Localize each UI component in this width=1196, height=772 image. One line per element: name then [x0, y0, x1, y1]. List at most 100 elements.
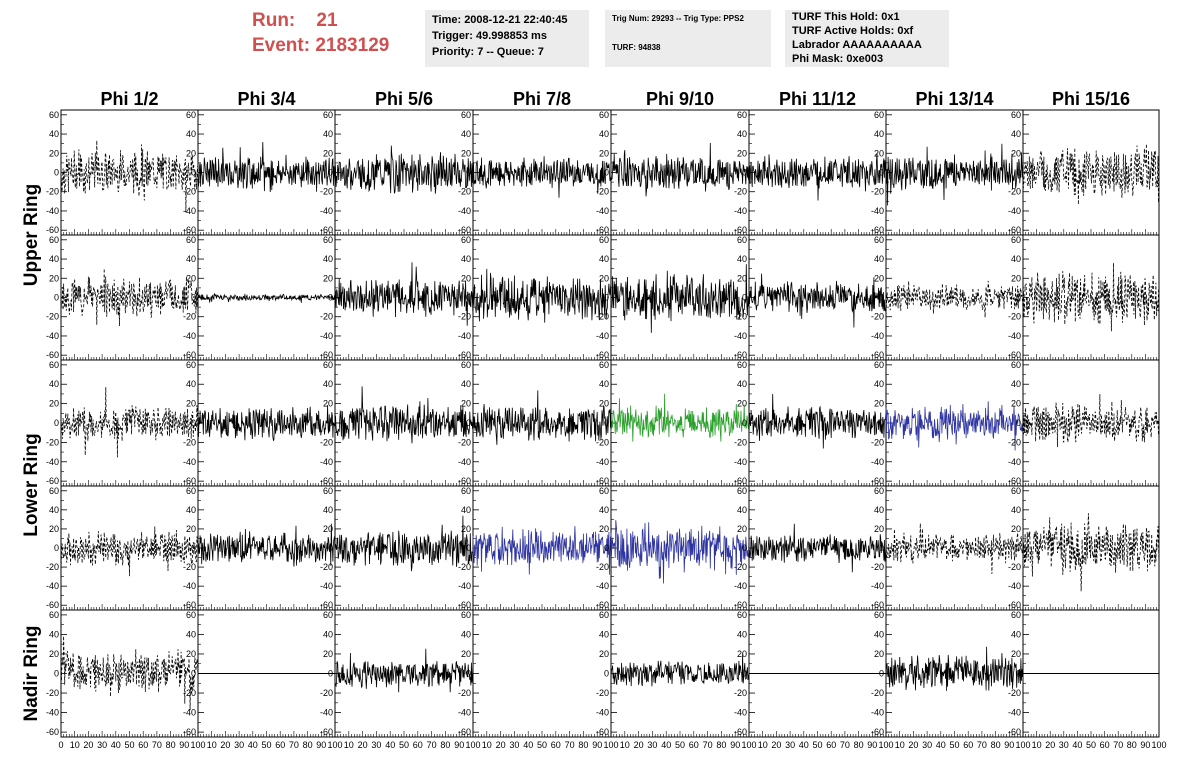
waveform-trace	[885, 523, 1024, 575]
y-tick-label: -60	[183, 225, 196, 235]
y-tick-label: 20	[1011, 524, 1021, 534]
y-tick-label: 20	[1011, 148, 1021, 158]
y-tick-label: -60	[46, 350, 59, 360]
y-tick-label: -20	[734, 312, 747, 322]
x-tick-label: 40	[1072, 740, 1082, 750]
y-tick-label: 40	[599, 629, 609, 639]
x-tick-label: 10	[620, 740, 630, 750]
column-title: Phi 7/8	[513, 89, 571, 109]
x-tick-label: 30	[509, 740, 519, 750]
y-tick-label: -40	[320, 331, 333, 341]
y-tick-label: -60	[46, 476, 59, 486]
x-tick-label: 60	[551, 740, 561, 750]
y-tick-label: -20	[320, 312, 333, 322]
y-tick-label: 0	[1016, 543, 1021, 553]
y-tick-label: 40	[1011, 129, 1021, 139]
x-tick-label: 70	[703, 740, 713, 750]
waveform-trace	[472, 526, 612, 575]
column-title: Phi 11/12	[779, 89, 856, 109]
panel-frame	[1022, 234, 1160, 361]
y-tick-label: 60	[737, 110, 747, 120]
y-tick-label: 60	[737, 486, 747, 496]
y-tick-label: 60	[323, 610, 333, 620]
y-tick-label: 60	[49, 610, 59, 620]
y-tick-label: -40	[734, 206, 747, 216]
x-tick-label: 100	[190, 740, 205, 750]
y-tick-label: -60	[734, 600, 747, 610]
y-tick-label: 0	[328, 669, 333, 679]
y-tick-label: -40	[1008, 708, 1021, 718]
x-tick-label: 10	[758, 740, 768, 750]
y-tick-label: 0	[466, 543, 471, 553]
y-tick-label: 60	[874, 360, 884, 370]
y-tick-label: 40	[323, 129, 333, 139]
y-tick-label: -40	[596, 331, 609, 341]
x-tick-label: 60	[689, 740, 699, 750]
y-tick-label: -20	[1008, 187, 1021, 197]
x-tick-label: 60	[275, 740, 285, 750]
y-tick-label: -60	[458, 600, 471, 610]
y-tick-label: -60	[320, 350, 333, 360]
y-tick-label: 60	[1011, 610, 1021, 620]
y-tick-label: -40	[46, 206, 59, 216]
y-tick-label: 40	[874, 379, 884, 389]
y-tick-label: -20	[46, 187, 59, 197]
column-title: Phi 9/10	[646, 89, 714, 109]
y-tick-label: -40	[46, 581, 59, 591]
time-text: Time: 2008-12-21 22:40:45	[432, 14, 568, 26]
y-tick-label: 20	[461, 524, 471, 534]
y-tick-label: -20	[871, 312, 884, 322]
y-tick-label: 60	[323, 110, 333, 120]
y-tick-label: 20	[186, 399, 196, 409]
y-tick-label: 60	[323, 360, 333, 370]
waveform-trace	[610, 264, 750, 333]
y-tick-label: 0	[604, 669, 609, 679]
y-tick-label: 60	[599, 610, 609, 620]
y-tick-label: -60	[734, 727, 747, 737]
y-tick-label: -40	[458, 708, 471, 718]
y-tick-label: 0	[879, 293, 884, 303]
y-tick-label: -60	[596, 476, 609, 486]
y-tick-label: 20	[323, 273, 333, 283]
column-title: Phi 1/2	[100, 89, 158, 109]
y-tick-label: 0	[466, 293, 471, 303]
y-tick-label: 60	[49, 360, 59, 370]
panel-frame	[60, 109, 199, 236]
x-tick-label: 90	[179, 740, 189, 750]
y-tick-label: -60	[1008, 350, 1021, 360]
y-tick-label: -20	[871, 187, 884, 197]
waveform-trace	[610, 393, 750, 442]
x-tick-label: 10	[344, 740, 354, 750]
y-tick-label: 20	[186, 524, 196, 534]
y-tick-label: -40	[320, 708, 333, 718]
y-tick-label: 20	[737, 273, 747, 283]
y-tick-label: 40	[323, 505, 333, 515]
y-tick-label: 60	[599, 235, 609, 245]
x-tick-label: 30	[647, 740, 657, 750]
y-tick-label: 20	[874, 148, 884, 158]
x-tick-label: 90	[592, 740, 602, 750]
x-tick-label: 40	[523, 740, 533, 750]
x-tick-label: 80	[578, 740, 588, 750]
waveform-trace	[610, 142, 750, 197]
x-tick-label: 0	[58, 740, 63, 750]
x-tick-label: 90	[454, 740, 464, 750]
y-tick-label: 20	[461, 273, 471, 283]
x-tick-label: 50	[1086, 740, 1096, 750]
y-tick-label: -60	[183, 727, 196, 737]
y-tick-label: 20	[49, 524, 59, 534]
y-tick-label: 0	[879, 543, 884, 553]
y-tick-label: -40	[871, 457, 884, 467]
y-tick-label: -20	[596, 187, 609, 197]
y-tick-label: 60	[186, 110, 196, 120]
waveform-trace	[472, 390, 612, 445]
y-tick-label: -20	[320, 437, 333, 447]
y-tick-label: -60	[458, 225, 471, 235]
y-tick-label: 40	[323, 629, 333, 639]
y-tick-label: 40	[1011, 254, 1021, 264]
y-tick-label: -40	[183, 331, 196, 341]
y-tick-label: 40	[737, 379, 747, 389]
x-tick-label: 50	[399, 740, 409, 750]
y-tick-label: 40	[737, 254, 747, 264]
y-tick-label: -20	[458, 562, 471, 572]
